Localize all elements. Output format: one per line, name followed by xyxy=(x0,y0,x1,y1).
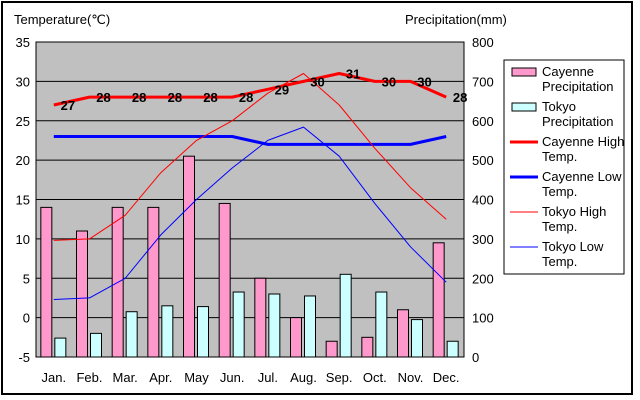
plot-border xyxy=(35,41,465,358)
bar-cayenne-precip-3 xyxy=(147,206,160,358)
bar-tokyo-precip-2 xyxy=(125,311,138,358)
line-cayenne-low xyxy=(53,135,447,146)
bar-tokyo-precip-0 xyxy=(54,337,67,358)
x-tick-label-9: Oct. xyxy=(363,370,387,385)
x-tick-label-11: Dec. xyxy=(433,370,460,385)
left-axis-title: Temperature(℃) xyxy=(14,12,110,27)
bar-cayenne-precip-1 xyxy=(76,230,88,358)
bar-tokyo-precip-3 xyxy=(161,305,174,358)
data-label-9: 30 xyxy=(382,74,396,89)
right-tick-label-4: 400 xyxy=(472,193,494,208)
legend-item-cayenne-high-label: Cayenne High Temp. xyxy=(542,134,624,164)
data-label-1: 28 xyxy=(96,90,110,105)
bar-cayenne-precip-9 xyxy=(361,336,374,358)
x-tick-label-5: Jun. xyxy=(220,370,245,385)
left-tick-label-0: 35 xyxy=(16,35,30,50)
right-tick-label-1: 700 xyxy=(472,74,494,89)
line-cayenne-high xyxy=(53,72,447,107)
right-tick-label-6: 200 xyxy=(472,271,494,286)
legend-item-tokyo-precip-swatch xyxy=(511,102,537,112)
left-tick-label-3: 20 xyxy=(16,153,30,168)
legend-item-cayenne-precip-swatch xyxy=(511,67,537,77)
x-tick-label-6: Jul. xyxy=(258,370,278,385)
right-tick-label-5: 300 xyxy=(472,232,494,247)
legend-item-tokyo-precip-label: Tokyo Precipitation xyxy=(542,99,614,129)
legend-item-cayenne-low-label: Cayenne Low Temp. xyxy=(542,169,622,199)
data-label-11: 28 xyxy=(453,90,467,105)
line-tokyo-low xyxy=(53,126,447,300)
data-label-6: 29 xyxy=(275,82,289,97)
legend-item-cayenne-precip-label: Cayenne Precipitation xyxy=(542,64,614,94)
bar-tokyo-precip-9 xyxy=(375,291,388,358)
data-label-2: 28 xyxy=(132,90,146,105)
x-tick-label-10: Nov. xyxy=(398,370,424,385)
data-label-3: 28 xyxy=(168,90,182,105)
data-label-8: 31 xyxy=(346,67,360,82)
bar-cayenne-precip-5 xyxy=(218,202,231,358)
x-tick-label-7: Aug. xyxy=(290,370,317,385)
left-tick-label-1: 30 xyxy=(16,74,30,89)
left-tick-label-4: 15 xyxy=(16,193,30,208)
right-axis-title: Precipitation(mm) xyxy=(405,12,507,27)
bar-tokyo-precip-7 xyxy=(304,295,316,358)
bar-cayenne-precip-8 xyxy=(325,340,338,358)
left-tick-label-8: -5 xyxy=(18,350,30,365)
x-tick-label-0: Jan. xyxy=(42,370,67,385)
bar-cayenne-precip-11 xyxy=(432,242,445,358)
bar-tokyo-precip-4 xyxy=(197,306,209,358)
left-tick-label-2: 25 xyxy=(16,114,30,129)
left-tick-label-6: 5 xyxy=(23,271,30,286)
right-tick-label-7: 100 xyxy=(472,311,494,326)
data-label-7: 30 xyxy=(310,74,324,89)
left-tick-label-7: 0 xyxy=(23,311,30,326)
legend-box xyxy=(503,59,625,275)
data-label-4: 28 xyxy=(203,90,217,105)
bar-cayenne-precip-4 xyxy=(183,155,195,358)
x-tick-label-8: Sep. xyxy=(326,370,353,385)
right-tick-label-2: 600 xyxy=(472,114,494,129)
left-tick-label-5: 10 xyxy=(16,232,30,247)
data-label-5: 28 xyxy=(239,90,253,105)
bar-tokyo-precip-1 xyxy=(90,332,102,358)
bar-tokyo-precip-8 xyxy=(339,273,352,358)
x-tick-label-3: Apr. xyxy=(149,370,172,385)
legend-item-tokyo-low-label: Tokyo Low Temp. xyxy=(542,239,604,269)
right-tick-label-0: 800 xyxy=(472,35,494,50)
right-tick-label-3: 500 xyxy=(472,153,494,168)
x-tick-label-4: May xyxy=(184,370,209,385)
bar-tokyo-precip-11 xyxy=(446,340,459,358)
x-tick-label-2: Mar. xyxy=(113,370,138,385)
bar-tokyo-precip-6 xyxy=(268,293,281,358)
legend-item-tokyo-high-label: Tokyo High Temp. xyxy=(542,204,606,234)
x-tick-label-1: Feb. xyxy=(76,370,102,385)
data-label-10: 30 xyxy=(417,74,431,89)
bar-cayenne-precip-0 xyxy=(40,206,53,358)
bar-tokyo-precip-5 xyxy=(232,291,245,358)
line-tokyo-high xyxy=(53,73,447,241)
right-tick-label-8: 0 xyxy=(472,350,479,365)
data-label-0: 27 xyxy=(61,98,75,113)
bar-cayenne-precip-6 xyxy=(254,277,267,358)
bar-cayenne-precip-7 xyxy=(290,317,302,358)
bar-cayenne-precip-10 xyxy=(397,309,409,358)
bar-tokyo-precip-10 xyxy=(411,319,423,358)
